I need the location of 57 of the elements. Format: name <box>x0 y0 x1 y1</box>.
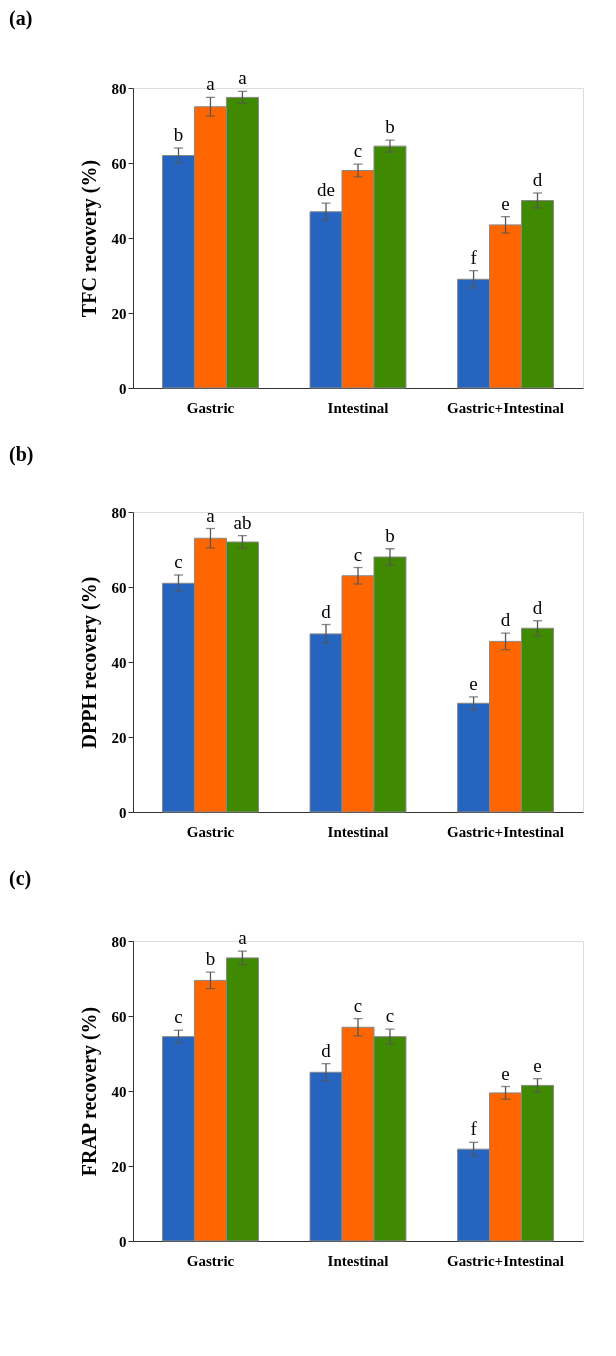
y-tick-label: 0 <box>119 1233 127 1250</box>
x-tick-label: Gastric <box>186 399 235 416</box>
data-label: a <box>238 67 248 89</box>
data-label: a <box>206 504 216 526</box>
x-tick-label: Gastric+Intestinal <box>447 1252 564 1269</box>
data-label: b <box>385 116 395 138</box>
y-tick-label: 0 <box>119 804 127 821</box>
data-label: b <box>385 524 395 546</box>
data-label: c <box>174 1006 183 1028</box>
x-tick-label: Gastric <box>186 1252 235 1269</box>
y-tick-label: 40 <box>111 230 127 247</box>
y-tick-label: 80 <box>111 933 127 950</box>
data-label: a <box>238 927 248 949</box>
y-tick-label: 60 <box>111 579 127 596</box>
y-tick-label: 20 <box>111 1158 127 1175</box>
data-label: d <box>532 169 543 190</box>
data-label: a <box>206 73 216 95</box>
x-tick-label: Gastric <box>186 823 235 840</box>
y-axis-title: TFC recovery (%) <box>77 159 101 318</box>
y-tick-label: 20 <box>111 729 127 746</box>
x-tick-label: Gastric+Intestinal <box>447 399 564 416</box>
y-tick-label: 40 <box>111 1083 127 1100</box>
data-label: e <box>469 672 478 694</box>
y-tick-label: 0 <box>119 380 127 397</box>
data-label: c <box>353 994 363 1016</box>
data-label: b <box>173 124 184 145</box>
chart-title: (c) <box>9 867 32 891</box>
data-label: e <box>533 1054 542 1076</box>
data-label: d <box>532 596 543 618</box>
data-label: d <box>321 1039 332 1061</box>
data-label: c <box>174 551 183 572</box>
y-tick-label: 60 <box>111 1008 127 1025</box>
data-label: de <box>317 179 335 201</box>
y-tick-label: 80 <box>111 504 127 521</box>
data-label: e <box>501 1062 510 1084</box>
x-tick-label: Intestinal <box>327 823 389 840</box>
chart-title: (a) <box>9 7 33 31</box>
x-tick-label: Intestinal <box>327 1252 389 1269</box>
y-tick-label: 60 <box>111 155 127 172</box>
y-tick-label: 80 <box>111 80 127 97</box>
x-tick-label: Intestinal <box>327 399 389 416</box>
data-label: d <box>321 600 332 622</box>
data-label: ab <box>233 511 252 533</box>
chart-title: (b) <box>9 443 34 466</box>
data-label: d <box>500 609 511 631</box>
y-tick-label: 20 <box>111 305 127 322</box>
data-label: e <box>501 192 510 214</box>
y-axis-title: DPPH recovery (%) <box>77 576 101 749</box>
y-axis-title: FRAP recovery (%) <box>77 1006 101 1177</box>
data-label: c <box>385 1005 395 1027</box>
x-tick-label: Gastric+Intestinal <box>447 823 564 840</box>
data-label: c <box>353 543 363 565</box>
data-label: c <box>353 140 363 162</box>
y-tick-label: 40 <box>111 654 127 671</box>
data-label: f <box>470 246 478 268</box>
data-label: b <box>205 948 216 970</box>
data-label: f <box>470 1118 478 1140</box>
